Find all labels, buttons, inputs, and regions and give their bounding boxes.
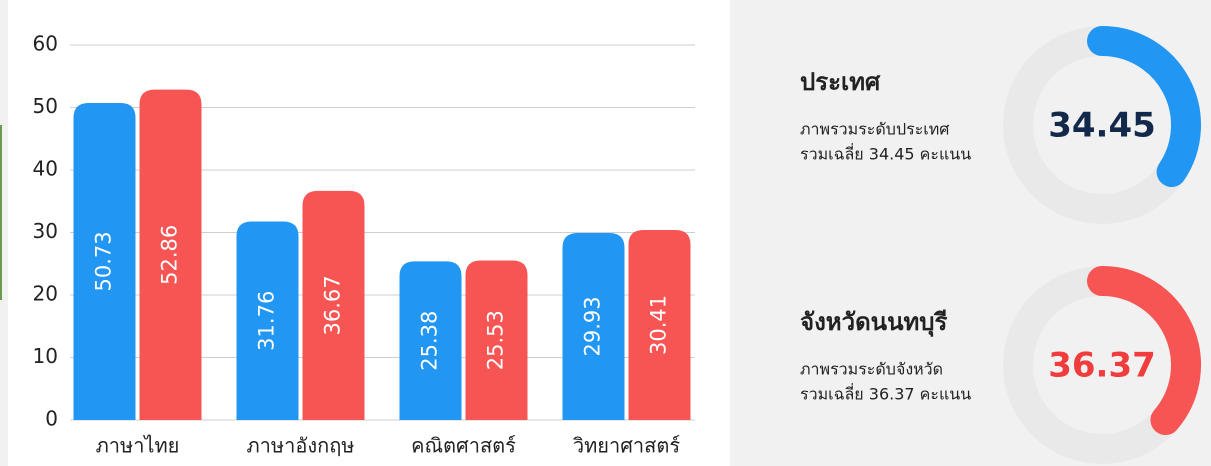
bar xyxy=(399,261,462,420)
bar-value-label: 29.93 xyxy=(581,296,605,356)
bar xyxy=(562,232,625,420)
bar xyxy=(302,190,365,420)
bar xyxy=(139,89,202,420)
y-tick-label: 0 xyxy=(45,407,58,431)
edge-marker xyxy=(0,125,2,300)
bar-value-label: 31.76 xyxy=(255,291,279,351)
x-tick-label: คณิตศาสตร์ xyxy=(411,434,516,458)
gauge-arc xyxy=(1087,266,1201,436)
y-tick-label: 10 xyxy=(33,344,58,368)
panel-title: ประเทศ xyxy=(800,68,881,96)
x-tick-label: ภาษาไทย xyxy=(96,434,180,458)
x-tick-label: วิทยาศาสตร์ xyxy=(573,434,680,458)
bar-value-label: 52.86 xyxy=(158,225,182,285)
bar-value-label: 36.67 xyxy=(321,275,345,335)
panel-title: จังหวัดนนทบุรี xyxy=(800,308,948,338)
panel-description: รวมเฉลี่ย 36.37 คะแนน xyxy=(800,383,971,404)
y-tick-label: 50 xyxy=(33,94,58,118)
y-tick-label: 20 xyxy=(33,282,58,306)
panel-description: ภาพรวมระดับประเทศ xyxy=(800,120,949,139)
bar xyxy=(236,221,299,420)
y-tick-label: 40 xyxy=(33,157,58,181)
panel-description: ภาพรวมระดับจังหวัด xyxy=(800,360,943,379)
bar xyxy=(628,229,691,420)
summary-panel xyxy=(766,0,1211,466)
gauge-arc xyxy=(1087,26,1201,187)
bar xyxy=(465,260,528,420)
y-tick-label: 30 xyxy=(33,219,58,243)
bar-value-label: 30.41 xyxy=(647,295,671,355)
bar-value-label: 25.53 xyxy=(484,310,508,370)
bar-value-label: 25.38 xyxy=(418,311,442,371)
panel-description: รวมเฉลี่ย 34.45 คะแนน xyxy=(800,143,971,164)
y-tick-label: 60 xyxy=(33,32,58,56)
gauge-value: 36.37 xyxy=(1048,346,1156,386)
bar-value-label: 50.73 xyxy=(92,231,116,291)
gauge-value: 34.45 xyxy=(1048,106,1156,146)
x-tick-label: ภาษาอังกฤษ xyxy=(246,434,354,458)
bar xyxy=(73,102,136,420)
